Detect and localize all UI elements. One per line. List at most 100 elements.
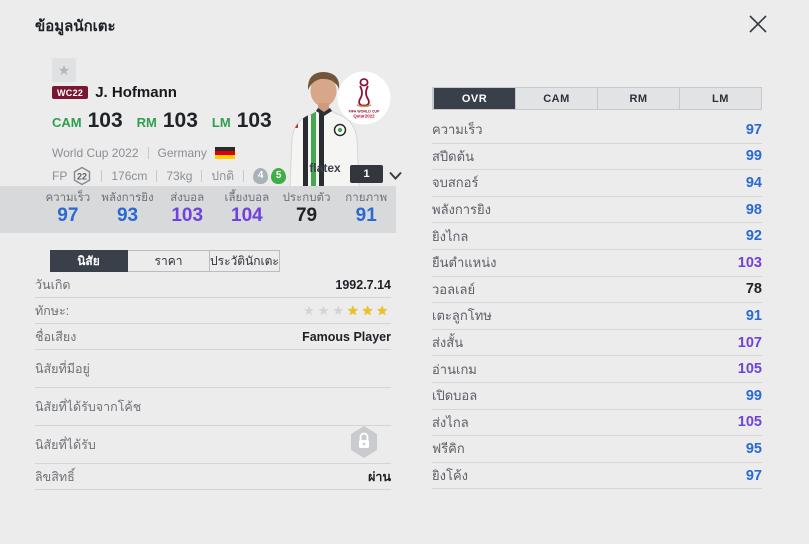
attribute-row: ยิงโค้ง 97 <box>432 463 762 490</box>
attribute-value: 92 <box>745 228 762 245</box>
body-type: ปกติ <box>211 168 235 183</box>
position-ratings: CAM 103 RM 103 LM 103 <box>52 109 286 133</box>
attribute-row: เตะลูกโทษ 91 <box>432 303 762 330</box>
detail-tab[interactable]: ราคา <box>128 250 210 272</box>
fp-label: FP <box>52 169 68 183</box>
attribute-value: 98 <box>745 201 762 218</box>
season-name: World Cup 2022 <box>52 146 139 160</box>
lock-icon <box>349 425 379 464</box>
summary-stat-value: 93 <box>116 205 139 226</box>
germany-flag-icon <box>214 147 235 159</box>
attribute-row: พลังการยิง 98 <box>432 197 762 224</box>
summary-stat-value: 104 <box>231 205 263 226</box>
attribute-row: ส่งสั้น 107 <box>432 330 762 357</box>
summary-stat-bar: ความเร็ว 97 พลังการยิง 93 ส่งบอล 103 เลี… <box>0 186 396 233</box>
detail-row: นิสัยที่ได้รับ <box>35 426 391 464</box>
attribute-value: 107 <box>737 334 762 351</box>
summary-stat: พลังการยิง 93 <box>98 192 158 227</box>
world-cup-emblem-icon: FIFA WORLD CUP Qatar2022 <box>337 71 391 125</box>
summary-stat: เลี้ยงบอล 104 <box>217 192 277 227</box>
detail-tab-label: นิสัย <box>77 253 100 268</box>
detail-list: วันเกิด 1992.7.14 ทักษะ: ★★★★★★ <box>35 272 391 490</box>
attribute-row: จบสกอร์ 94 <box>432 170 762 197</box>
detail-value: 1992.7.14 <box>335 277 391 292</box>
detail-row: ชื่อเสียง Famous Player <box>35 324 391 350</box>
detail-value: ผ่าน <box>368 469 391 484</box>
summary-stat: ส่งบอล 103 <box>157 192 217 227</box>
page-title: ข้อมูลนักเตะ <box>35 18 116 35</box>
meta-line-season-nation: World Cup 2022 Germany <box>52 146 286 160</box>
position-label: CAM <box>52 115 82 130</box>
summary-stat-value: 97 <box>57 205 79 226</box>
chevron-down-icon <box>389 171 402 180</box>
summary-stat-label: พลังการยิง <box>101 192 154 204</box>
detail-tab[interactable]: ประวัตินักเตะ <box>210 250 280 272</box>
close-button[interactable] <box>743 9 773 39</box>
star-icon: ★ <box>57 62 71 78</box>
attribute-tab[interactable]: OVR <box>433 88 515 109</box>
attribute-value: 103 <box>737 254 762 271</box>
summary-stat-value: 79 <box>295 205 318 226</box>
position-rating: LM 103 <box>212 109 272 133</box>
attribute-tab-label: OVR <box>461 92 488 105</box>
attribute-row: ยืนตำแหน่ง 103 <box>432 250 762 277</box>
attribute-list: ความเร็ว 97 สปีดต้น 99 จบสกอร์ 94 พลังกา… <box>432 117 762 490</box>
star-filled-icon: ★ <box>361 302 377 318</box>
attribute-value: 78 <box>745 281 762 298</box>
attribute-row: อ่านเกม 105 <box>432 356 762 383</box>
attribute-value: 97 <box>745 121 762 138</box>
attribute-label: ส่งไกล <box>432 414 469 430</box>
position-value: 103 <box>236 109 272 132</box>
attribute-label: ยืนตำแหน่ง <box>432 255 497 271</box>
position-label: LM <box>211 115 231 130</box>
detail-label: นิสัยที่ได้รับ <box>35 437 96 452</box>
summary-stat-label: เลี้ยงบอล <box>224 192 270 204</box>
player-height: 176cm <box>111 169 148 183</box>
attribute-label: ยิงไกล <box>432 228 469 244</box>
attribute-tab[interactable]: RM <box>597 88 679 109</box>
attribute-tab[interactable]: LM <box>679 88 761 109</box>
skill-moves-badge: 5 <box>271 168 287 184</box>
detail-row: ทักษะ: ★★★★★★ <box>35 298 391 324</box>
attribute-label: อ่านเกม <box>432 361 477 377</box>
attribute-value: 99 <box>745 148 762 165</box>
attribute-value: 105 <box>737 361 762 378</box>
attribute-label: ความเร็ว <box>432 122 483 138</box>
player-identity: WC22 J. Hofmann CAM 103 RM 103 LM 103 Wo… <box>52 84 287 186</box>
fp-level-value: 22 <box>77 172 87 182</box>
attribute-label: ฟรีคิก <box>432 441 465 457</box>
attribute-label: จบสกอร์ <box>432 175 479 191</box>
position-rating: CAM 103 <box>52 109 123 133</box>
attribute-value: 95 <box>745 440 762 457</box>
card-count-chevron-button[interactable] <box>388 169 403 180</box>
detail-label: ทักษะ: <box>35 303 70 318</box>
attribute-row: ยิงไกล 92 <box>432 223 762 250</box>
summary-stat: ความเร็ว 97 <box>38 192 98 227</box>
divider <box>156 170 158 182</box>
attribute-label: พลังการยิง <box>432 202 492 218</box>
attribute-row: ความเร็ว 97 <box>432 117 762 144</box>
detail-tab[interactable]: นิสัย <box>50 250 128 272</box>
position-value: 103 <box>87 109 123 132</box>
attribute-tab[interactable]: CAM <box>515 88 597 109</box>
skill-stars: ★★★★★★ <box>303 303 391 319</box>
attribute-label: เปิดบอล <box>432 388 478 404</box>
card-count-value: 1 <box>363 168 370 180</box>
detail-row: นิสัยที่มีอยู่ <box>35 350 391 388</box>
close-icon <box>749 15 767 33</box>
summary-stat-value: 91 <box>355 205 377 226</box>
detail-label: ลิขสิทธิ์ <box>35 469 75 484</box>
favorite-star-button[interactable]: ★ <box>52 58 76 82</box>
attribute-row: วอลเลย์ 78 <box>432 277 762 304</box>
detail-tab-label: ประวัตินักเตะ <box>210 253 279 268</box>
attribute-tab-label: LM <box>712 92 729 105</box>
position-value: 103 <box>162 109 198 132</box>
detail-value: Famous Player <box>302 329 391 344</box>
position-rating: RM 103 <box>137 109 198 133</box>
star-filled-icon: ★ <box>347 302 362 318</box>
summary-stat-value: 103 <box>171 205 204 226</box>
detail-label: วันเกิด <box>35 277 71 292</box>
card-count-dropdown[interactable]: 1 <box>350 165 383 183</box>
attribute-row: ฟรีคิก 95 <box>432 436 762 463</box>
